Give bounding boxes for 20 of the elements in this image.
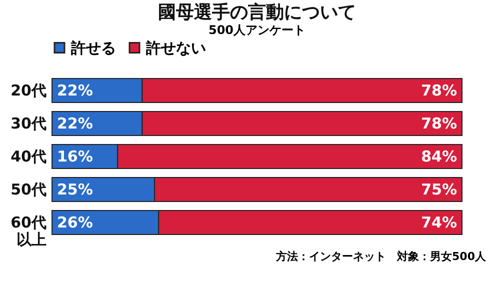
y-tick-label: 50代: [10, 180, 46, 198]
data-label: 22%: [57, 82, 93, 100]
data-label: 22%: [57, 114, 93, 132]
y-tick-label: 40代: [10, 148, 46, 166]
data-label: 16%: [57, 148, 93, 166]
text: 方法：インターネット 対象：男女500人: [274, 249, 487, 264]
data-label: 75%: [421, 180, 457, 198]
data-label: 84%: [421, 148, 457, 166]
y-tick-label: 20代: [10, 82, 46, 100]
legend-label: 許せる: [70, 38, 116, 57]
data-label: 78%: [421, 82, 457, 100]
chart-subtitle: 500人アンケート: [208, 23, 306, 37]
data-label: 25%: [57, 180, 93, 198]
legend-label: 許せない: [145, 38, 206, 57]
y-tick-label: 30代: [10, 114, 46, 132]
data-label: 26%: [57, 214, 93, 232]
chart-title: 國母選手の言動について: [158, 2, 356, 23]
data-label: 78%: [421, 114, 457, 132]
data-label: 74%: [421, 214, 457, 232]
y-tick-label: 60代以上: [10, 214, 46, 248]
